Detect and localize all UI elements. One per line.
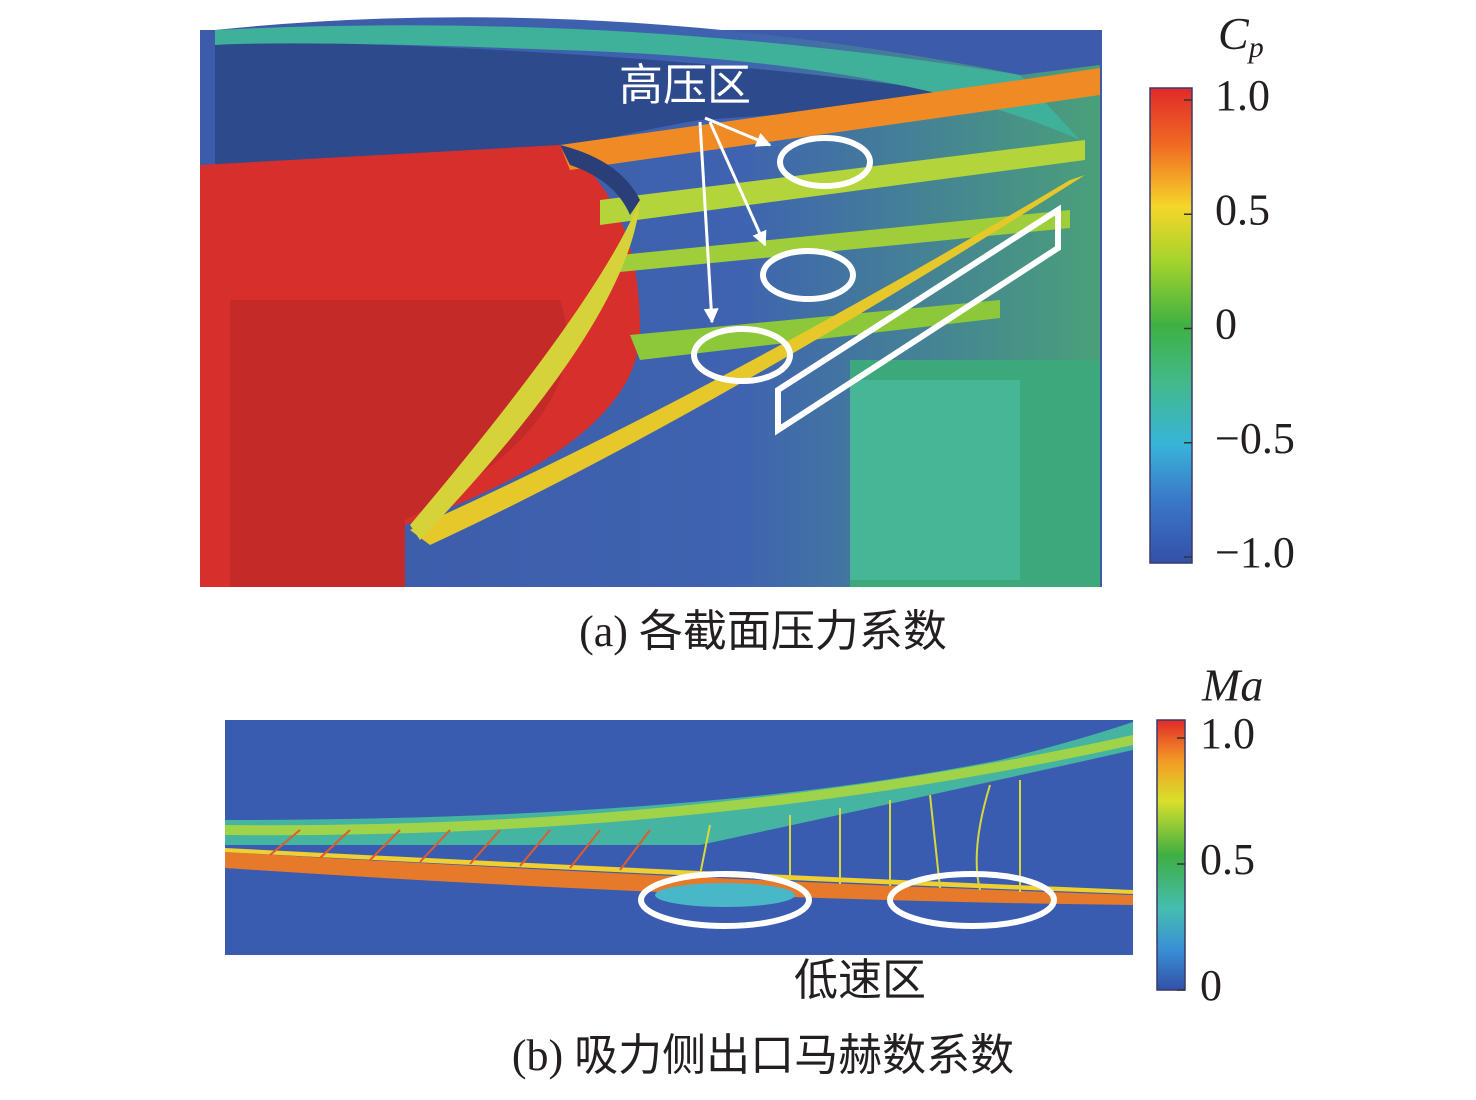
colorbar-tick-label: 0.5: [1200, 835, 1255, 884]
cp-colorbar: [1149, 87, 1193, 564]
annotation-shapes: [638, 871, 1057, 929]
colorbar-tick-label: 1.0: [1215, 71, 1270, 120]
colorbar-tick-label: −0.5: [1215, 414, 1295, 463]
caption: (a) 各截面压力系数: [579, 607, 947, 656]
colorbar-tick-label: −1.0: [1215, 528, 1295, 577]
colorbar-tick-label: 0: [1200, 961, 1222, 1010]
ma-colorbar-title: Ma: [1201, 660, 1263, 711]
colorbar-tick-label: 0.5: [1215, 185, 1270, 234]
cp-contour: [200, 17, 1102, 587]
ma-contour: [225, 720, 1133, 955]
annotation-label: 高压区: [619, 61, 751, 110]
ma-colorbar: [1156, 719, 1186, 991]
annotation-shapes: [691, 116, 1061, 436]
cp-symbol: C: [1218, 8, 1250, 59]
cp-subscript: p: [1247, 31, 1264, 64]
cp-colorbar-title: Cp: [1218, 8, 1264, 64]
colorbar-tick-label: 1.0: [1200, 709, 1255, 758]
annotation-label: 低速区: [794, 956, 926, 1005]
colorbar-tick-label: 0: [1215, 300, 1237, 349]
caption: (b) 吸力侧出口马赫数系数: [512, 1031, 1014, 1080]
